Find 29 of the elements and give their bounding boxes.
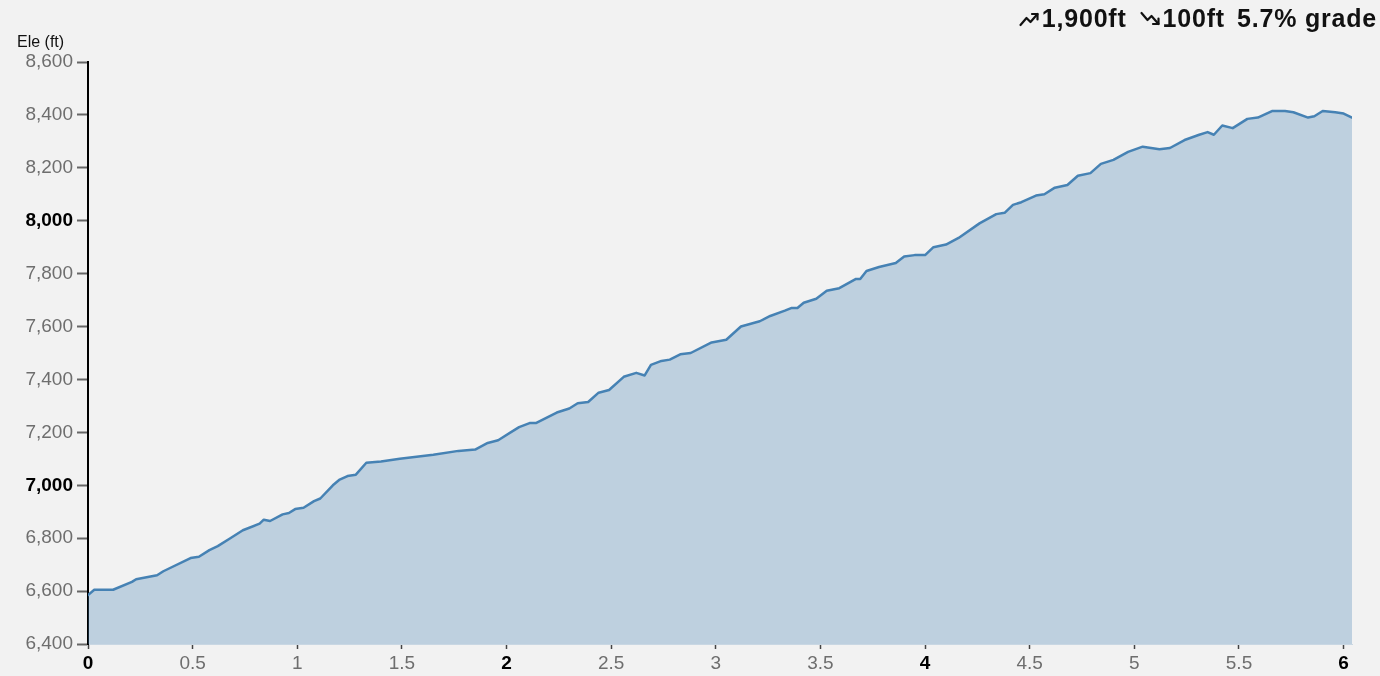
x-tick-label: 5.5: [1225, 651, 1253, 673]
text: 1,900ft: [1041, 4, 1127, 33]
y-tick-label: 8,200: [25, 156, 73, 178]
x-tick-label: 0: [82, 651, 94, 673]
x-tick-label: 3.5: [807, 651, 834, 673]
y-tick-label: 8,600: [25, 50, 73, 72]
y-tick-label: 8,000: [25, 208, 73, 230]
x-tick-label: 4.5: [1016, 651, 1043, 673]
text: 100ft: [1162, 4, 1225, 33]
x-tick-label: 4: [919, 651, 931, 673]
x-tick-label: 2: [501, 651, 512, 673]
y-tick-label: 7,000: [25, 473, 73, 495]
text: 5.7% grade: [1236, 4, 1377, 33]
x-tick-label: 2.5: [597, 651, 625, 673]
y-tick-label: 6,400: [25, 632, 73, 654]
y-tick-label: 8,400: [25, 103, 73, 125]
x-tick-label: 1: [291, 651, 303, 673]
y-tick-label: 7,800: [25, 261, 73, 283]
x-tick-label: 6: [1338, 651, 1349, 673]
x-tick-label: 3: [710, 651, 722, 673]
y-tick-label: 6,800: [25, 526, 73, 548]
x-tick-label: 5: [1129, 651, 1140, 673]
x-tick-label: 1.5: [388, 651, 416, 673]
x-tick-label: 0.5: [179, 651, 206, 673]
y-tick-label: 7,200: [25, 420, 73, 442]
y-tick-label: 7,400: [25, 367, 73, 389]
y-tick-label: 7,600: [25, 314, 73, 336]
y-tick-label: 6,600: [25, 579, 73, 601]
y-axis-title: Ele (ft): [17, 33, 65, 50]
